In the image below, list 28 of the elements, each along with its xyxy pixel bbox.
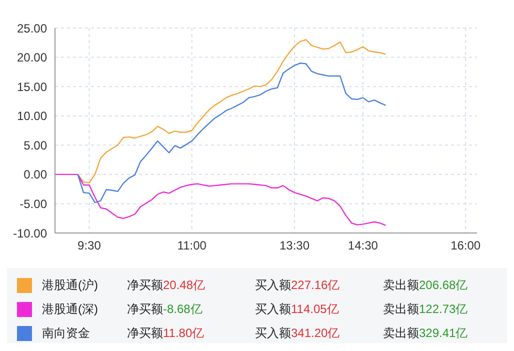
y-tick-label: 10.00 xyxy=(16,109,48,124)
line-series xyxy=(77,39,386,184)
line-series xyxy=(77,62,386,204)
text: 206.68亿 xyxy=(419,278,468,292)
text: 114.05亿 xyxy=(291,302,339,316)
text: 329.41亿 xyxy=(419,326,468,340)
x-tick-label: 14:30 xyxy=(348,238,378,253)
legend-label: 南向资金 xyxy=(42,325,90,342)
x-tick-label: 16:00 xyxy=(450,238,481,253)
y-tick-label: 15.00 xyxy=(16,80,48,94)
line-series xyxy=(55,174,386,226)
x-tick-label: 11:00 xyxy=(177,238,207,253)
legend-label: 港股通(沪) xyxy=(42,277,98,294)
legend-label: 港股通(深) xyxy=(42,301,98,318)
text: 122.73亿 xyxy=(419,302,468,316)
x-tick-label: 13:30 xyxy=(280,238,310,253)
y-tick-label: 0.00 xyxy=(24,168,48,182)
y-tick-label: 25.00 xyxy=(16,21,48,36)
y-tick-label: -10.00 xyxy=(12,226,48,240)
text: 341.20亿 xyxy=(291,326,340,340)
text: 11.80亿 xyxy=(163,326,204,340)
x-tick-label: 9:30 xyxy=(78,238,102,253)
text: -8.68亿 xyxy=(163,302,202,316)
y-tick-label: -5.00 xyxy=(20,196,48,211)
y-tick-label: 5.00 xyxy=(24,138,48,152)
y-tick-label: 20.00 xyxy=(16,50,48,65)
text: 227.16亿 xyxy=(291,278,340,292)
text: 20.48亿 xyxy=(163,278,206,292)
